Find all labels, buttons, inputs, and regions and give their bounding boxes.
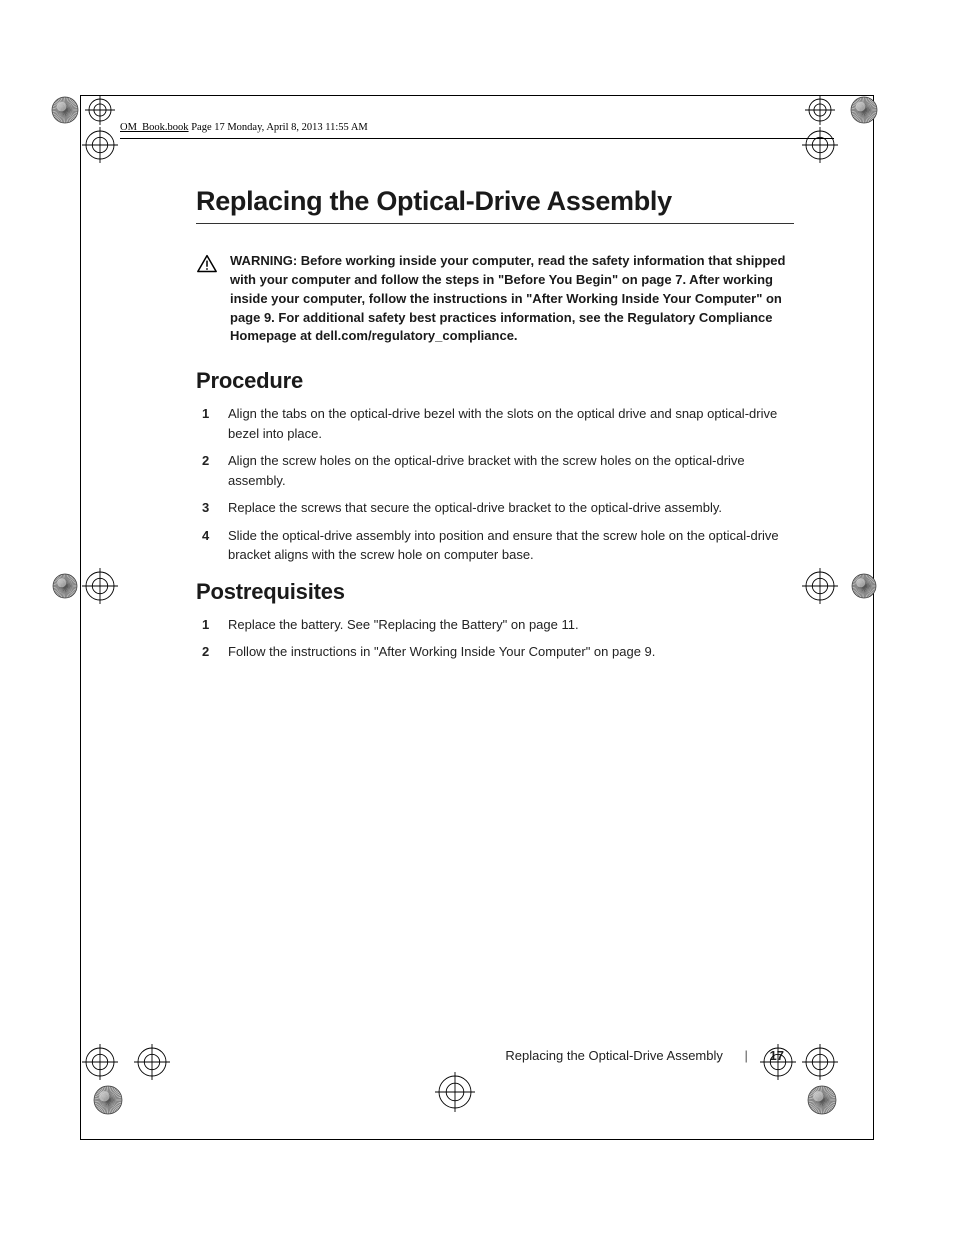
footer-separator: | <box>745 1048 748 1063</box>
crop-cross-icon <box>82 1044 118 1080</box>
warning-text: WARNING: Before working inside your comp… <box>230 252 794 346</box>
crop-cross-icon <box>134 1044 170 1080</box>
list-item: Align the tabs on the optical-drive beze… <box>196 404 794 443</box>
running-header-rest: Page 17 Monday, April 8, 2013 11:55 AM <box>189 122 368 133</box>
crop-cross-icon <box>435 1072 475 1112</box>
crop-cross-icon <box>760 1044 796 1080</box>
running-header: OM_Book.book Page 17 Monday, April 8, 20… <box>120 122 368 133</box>
crop-ball-icon <box>851 573 877 599</box>
postrequisites-steps: Replace the battery. See "Replacing the … <box>196 615 794 662</box>
warning-icon <box>196 254 218 346</box>
crop-ball-icon <box>807 1085 837 1115</box>
crop-cross-icon <box>802 568 838 604</box>
crop-cross-icon <box>82 568 118 604</box>
title-rule <box>196 223 794 224</box>
procedure-steps: Align the tabs on the optical-drive beze… <box>196 404 794 565</box>
section-heading-procedure: Procedure <box>196 368 794 394</box>
crop-cross-icon <box>802 127 838 163</box>
warning-block: WARNING: Before working inside your comp… <box>196 252 794 346</box>
footer-chapter: Replacing the Optical-Drive Assembly <box>505 1048 722 1063</box>
crop-cross-icon <box>85 95 115 125</box>
warning-body: Before working inside your computer, rea… <box>230 253 785 343</box>
list-item: Replace the battery. See "Replacing the … <box>196 615 794 635</box>
crop-ball-icon <box>850 96 878 124</box>
crop-cross-icon <box>82 127 118 163</box>
content-column: Replacing the Optical-Drive Assembly WAR… <box>196 186 794 676</box>
list-item: Replace the screws that secure the optic… <box>196 498 794 518</box>
list-item: Slide the optical-drive assembly into po… <box>196 526 794 565</box>
page-footer: Replacing the Optical-Drive Assembly | 1… <box>505 1048 784 1063</box>
crop-cross-icon <box>805 95 835 125</box>
warning-label: WARNING: <box>230 253 301 268</box>
page-title: Replacing the Optical-Drive Assembly <box>196 186 794 217</box>
section-heading-postrequisites: Postrequisites <box>196 579 794 605</box>
crop-ball-icon <box>93 1085 123 1115</box>
running-header-filename: OM_Book.book <box>120 122 189 133</box>
running-header-rule <box>120 138 834 139</box>
crop-ball-icon <box>52 573 78 599</box>
list-item: Align the screw holes on the optical-dri… <box>196 451 794 490</box>
crop-cross-icon <box>802 1044 838 1080</box>
list-item: Follow the instructions in "After Workin… <box>196 642 794 662</box>
crop-ball-icon <box>51 96 79 124</box>
